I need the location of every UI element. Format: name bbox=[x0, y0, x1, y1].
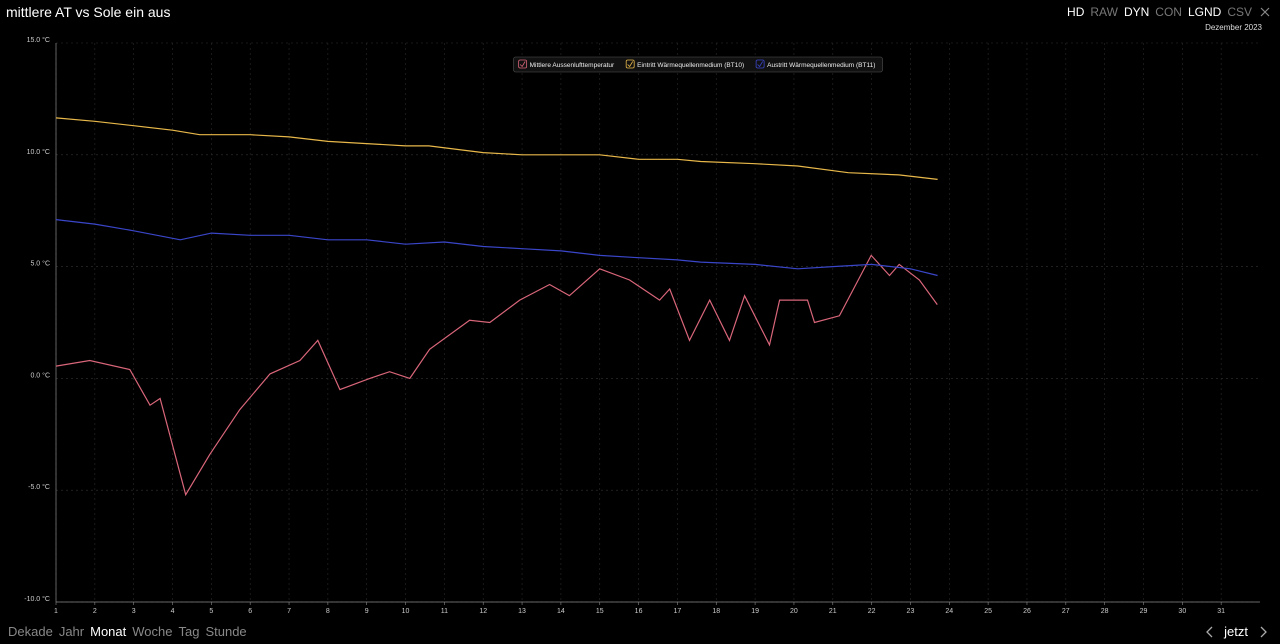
toolbar-button[interactable]: DYN bbox=[1123, 5, 1150, 19]
y-tick-label: -5.0 °C bbox=[28, 483, 50, 491]
prev-button[interactable] bbox=[1205, 626, 1215, 638]
legend-checkbox[interactable] bbox=[625, 59, 635, 69]
data-line bbox=[55, 254, 938, 497]
range-button[interactable]: Dekade bbox=[8, 624, 53, 639]
x-tick-label: 12 bbox=[479, 608, 487, 615]
x-tick-label: 7 bbox=[287, 608, 291, 615]
x-tick-label: 18 bbox=[712, 608, 720, 615]
toolbar-button[interactable]: CSV bbox=[1227, 5, 1252, 19]
toolbar-button[interactable]: LGND bbox=[1187, 5, 1222, 19]
toolbar: HD RAW DYN CON LGND CSV bbox=[1067, 5, 1270, 19]
x-tick-label: 6 bbox=[248, 608, 252, 615]
x-tick-label: 17 bbox=[674, 608, 682, 615]
data-line bbox=[55, 117, 938, 180]
x-tick-label: 10 bbox=[402, 608, 410, 615]
range-button[interactable]: Jahr bbox=[58, 624, 85, 639]
x-tick-label: 28 bbox=[1101, 608, 1109, 615]
range-button[interactable]: Woche bbox=[132, 624, 173, 639]
x-tick-label: 8 bbox=[326, 608, 330, 615]
legend-label: Austritt Wärmequellenmedium (BT11) bbox=[767, 62, 875, 69]
y-tick-label: 15.0 °C bbox=[27, 36, 50, 44]
legend-check bbox=[627, 61, 634, 68]
x-tick-label: 2 bbox=[93, 608, 97, 615]
toolbar-button[interactable]: RAW bbox=[1090, 5, 1118, 19]
x-tick-label: 20 bbox=[790, 608, 798, 615]
y-tick-label: 10.0 °C bbox=[27, 148, 50, 156]
x-tick-label: 14 bbox=[557, 608, 565, 615]
now-button[interactable]: jetzt bbox=[1224, 624, 1248, 639]
next-button[interactable] bbox=[1258, 626, 1268, 638]
legend-check bbox=[757, 61, 763, 68]
x-tick-label: 16 bbox=[635, 608, 643, 615]
chart: -10.0 °C -5.0 °C 0.0 °C 5.0 °C 10.0 °C 15.0 °… bbox=[24, 36, 1260, 615]
toolbar-button[interactable]: CON bbox=[1155, 5, 1182, 19]
y-tick-label: -10.0 °C bbox=[24, 595, 50, 603]
x-tick-label: 21 bbox=[829, 608, 837, 615]
x-tick-label: 24 bbox=[945, 608, 953, 615]
range-nav: Dekade Jahr Monat Woche Tag Stunde bbox=[8, 624, 247, 639]
legend: Mittlere Aussenlufttemperatur Eintritt Wä… bbox=[513, 56, 883, 73]
period-label: Dezember 2023 bbox=[1205, 23, 1262, 32]
x-tick-label: 19 bbox=[751, 608, 759, 615]
x-tick-label: 11 bbox=[441, 608, 448, 615]
range-button[interactable]: Monat bbox=[90, 624, 127, 639]
x-tick-label: 30 bbox=[1178, 608, 1186, 615]
x-tick-label: 22 bbox=[868, 608, 876, 615]
x-tick-label: 25 bbox=[984, 608, 992, 615]
x-tick-label: 31 bbox=[1217, 608, 1225, 615]
x-tick-label: 23 bbox=[907, 608, 915, 615]
x-tick-label: 1 bbox=[54, 608, 58, 615]
legend-label: Mittlere Aussenlufttemperatur bbox=[530, 62, 615, 69]
legend-checkbox[interactable] bbox=[518, 59, 528, 69]
legend-label: Eintritt Wärmequellenmedium (BT10) bbox=[637, 62, 744, 69]
y-tick-label: 5.0 °C bbox=[30, 260, 50, 268]
x-tick-label: 3 bbox=[132, 608, 136, 615]
y-tick-label: 0.0 °C bbox=[30, 371, 50, 379]
x-tick-label: 13 bbox=[518, 608, 526, 615]
range-button[interactable]: Stunde bbox=[205, 624, 247, 639]
x-tick-label: 29 bbox=[1140, 608, 1148, 615]
range-button[interactable]: Tag bbox=[178, 624, 200, 639]
toolbar-button[interactable]: HD bbox=[1067, 5, 1085, 19]
data-line bbox=[55, 219, 938, 277]
legend-box bbox=[513, 56, 883, 73]
x-tick-label: 15 bbox=[596, 608, 604, 615]
legend-check bbox=[519, 61, 526, 68]
x-tick-label: 4 bbox=[171, 608, 175, 615]
page-title: mittlere AT vs Sole ein aus bbox=[6, 4, 171, 20]
close-icon[interactable] bbox=[1260, 7, 1270, 17]
x-tick-label: 9 bbox=[365, 608, 369, 615]
legend-checkbox[interactable] bbox=[755, 59, 765, 69]
x-tick-label: 27 bbox=[1062, 608, 1070, 615]
x-tick-label: 26 bbox=[1023, 608, 1031, 615]
x-tick-label: 5 bbox=[209, 608, 213, 615]
